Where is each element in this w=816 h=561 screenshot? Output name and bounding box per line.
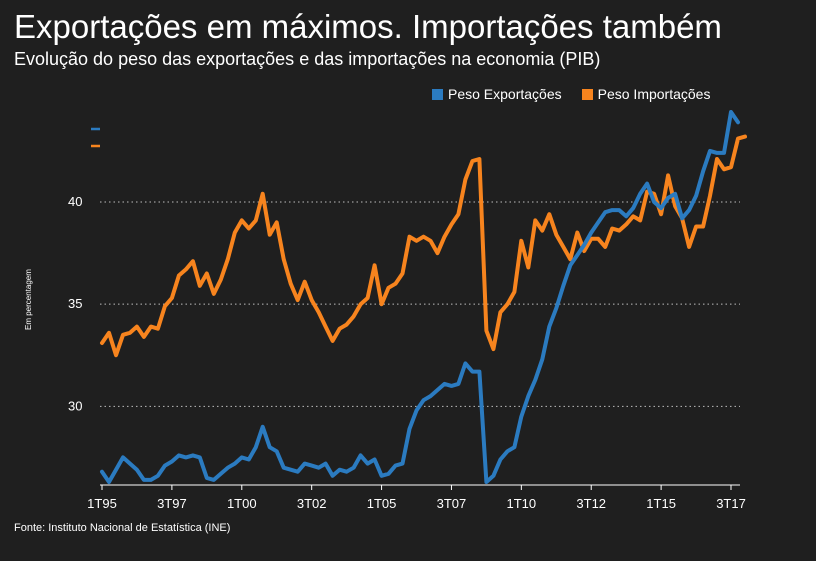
x-tick-label-1T00: 1T00: [227, 496, 257, 511]
x-tick-label-3T97: 3T97: [157, 496, 187, 511]
legend-label-exports: Peso Exportações: [448, 86, 562, 102]
x-tick-label-1T05: 1T05: [367, 496, 397, 511]
legend-item-exports: Peso Exportações: [432, 86, 562, 102]
x-tick-label-3T02: 3T02: [297, 496, 327, 511]
y-tick-label-30: 30: [68, 398, 82, 413]
series-line-exports: [100, 110, 740, 484]
x-tick-label-3T07: 3T07: [437, 496, 467, 511]
x-tick-label-3T12: 3T12: [576, 496, 606, 511]
source-note: Fonte: Instituto Nacional de Estatística…: [14, 522, 231, 534]
legend: Peso Exportações Peso Importações: [432, 86, 710, 102]
y-tick-label-35: 35: [68, 296, 82, 311]
x-tick-label-1T95: 1T95: [87, 496, 117, 511]
y-tick-label-40: 40: [68, 194, 82, 209]
series-line-imports: [100, 134, 747, 358]
legend-label-imports: Peso Importações: [597, 86, 711, 102]
x-tick-label-1T10: 1T10: [507, 496, 537, 511]
legend-swatch-exports: [432, 88, 443, 100]
chart-title: Exportações em máximos. Importações tamb…: [14, 8, 722, 45]
legend-item-imports: Peso Importações: [581, 86, 711, 102]
x-tick-label-1T15: 1T15: [646, 496, 676, 511]
x-tick-label-3T17: 3T17: [716, 496, 746, 511]
legend-swatch-imports: [581, 88, 593, 100]
chart-subtitle: Evolução do peso das exportações e das i…: [14, 49, 601, 69]
